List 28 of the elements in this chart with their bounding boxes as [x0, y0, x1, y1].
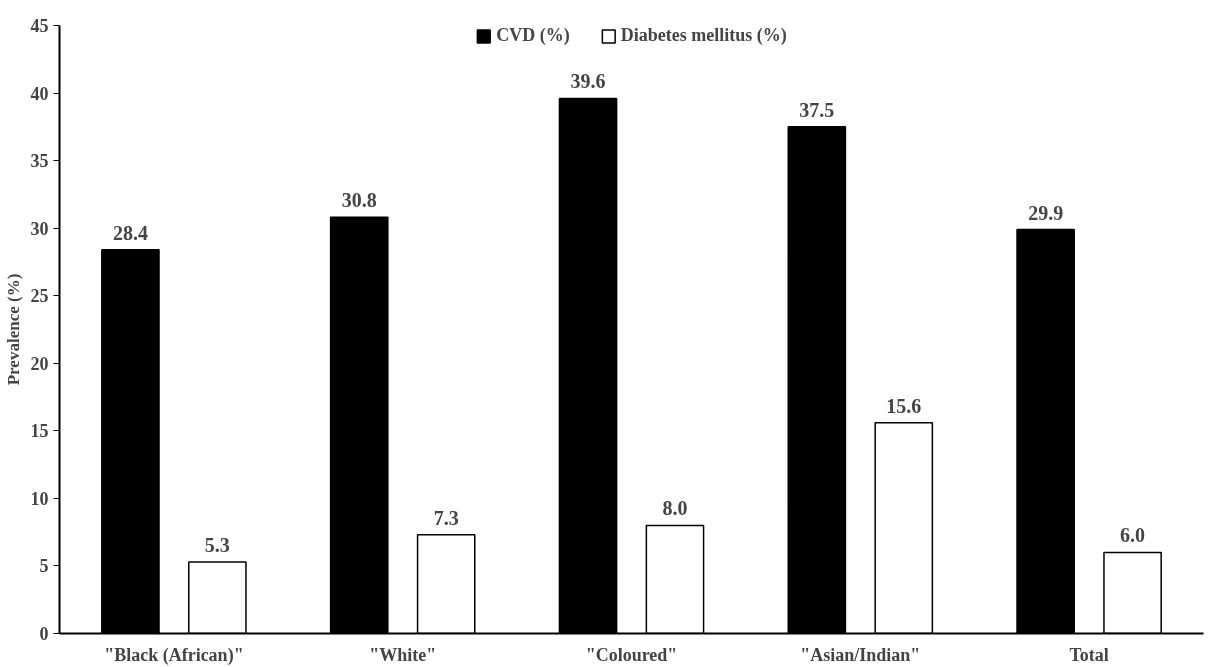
legend-label: Diabetes mellitus (%)	[620, 25, 787, 46]
data-label: 37.5	[799, 98, 835, 121]
y-tick-label: 30	[30, 218, 49, 239]
data-label: 7.3	[433, 506, 459, 529]
data-label: 28.4	[112, 221, 148, 244]
y-tick-label: 5	[39, 556, 49, 577]
x-tick-label: "White"	[369, 644, 437, 665]
y-axis-title: Prevalence (%)	[3, 273, 23, 386]
data-label: 5.3	[204, 533, 230, 556]
y-tick-label: 35	[30, 151, 49, 172]
y-tick-label: 45	[30, 16, 49, 36]
data-label: 6.0	[1120, 524, 1146, 547]
data-label: 30.8	[341, 189, 377, 212]
data-label: 8.0	[662, 497, 688, 520]
y-tick-label: 0	[39, 624, 49, 644]
data-label: 39.6	[570, 70, 606, 93]
y-tick-label: 40	[30, 83, 49, 104]
data-label: 15.6	[886, 394, 922, 417]
x-tick-label: "Asian/Indian"	[800, 644, 921, 665]
y-tick-label: 25	[30, 286, 49, 307]
y-tick-label: 15	[30, 421, 49, 442]
x-tick-label: Total	[1069, 644, 1109, 665]
y-tick-label: 10	[30, 488, 49, 509]
legend-label: CVD (%)	[496, 25, 570, 46]
x-tick-label: "Coloured"	[585, 644, 678, 665]
data-label: 29.9	[1028, 201, 1064, 224]
y-tick-label: 20	[30, 353, 49, 374]
x-tick-label: "Black (African)"	[104, 644, 244, 666]
